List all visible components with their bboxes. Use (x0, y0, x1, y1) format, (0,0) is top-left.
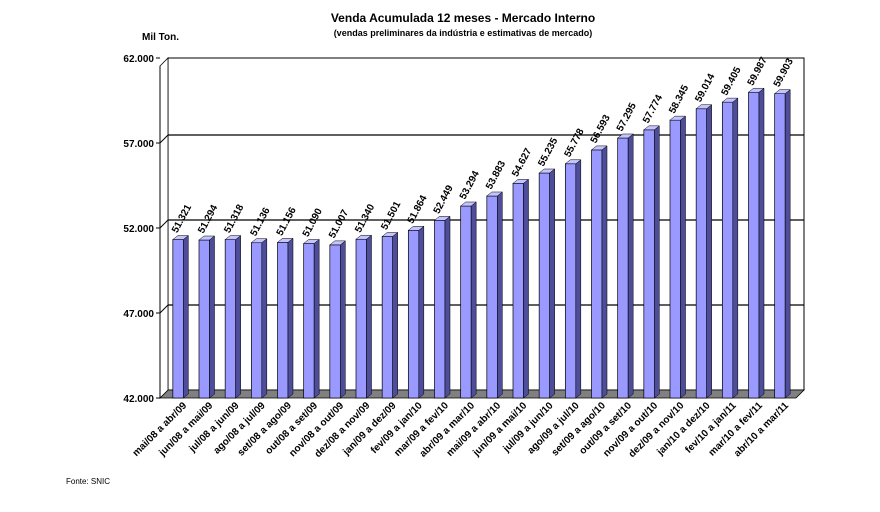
bar (669, 115, 687, 399)
grid-line-side (159, 134, 169, 144)
bar (747, 87, 765, 399)
bar (643, 125, 661, 399)
bar (538, 168, 556, 399)
bar (407, 225, 425, 399)
bar (590, 145, 608, 399)
y-tick-label: 42.000 (123, 394, 154, 405)
bar (512, 178, 530, 399)
bar (459, 201, 477, 399)
grid-line-side (159, 219, 169, 229)
bar (250, 238, 268, 399)
y-tick-label: 47.000 (123, 309, 154, 320)
y-axis: 42.000 47.000 52.000 57.000 62.000 (123, 54, 161, 405)
bar (224, 235, 242, 399)
y-axis-label: Mil Ton. (142, 32, 179, 43)
bar (695, 104, 713, 399)
bar (198, 235, 216, 399)
bar (486, 191, 504, 399)
grid-line-side (159, 304, 169, 314)
bars (172, 87, 791, 399)
y-tick-label: 52.000 (123, 224, 154, 235)
y-tick-label: 57.000 (123, 139, 154, 150)
bar (381, 231, 399, 399)
bar (302, 238, 320, 399)
side-wall (159, 57, 169, 399)
bar (564, 159, 582, 399)
bar (329, 240, 347, 399)
bar (773, 89, 791, 399)
bar (721, 97, 739, 399)
bar (355, 234, 373, 399)
bar (172, 235, 190, 399)
chart-subtitle: (vendas preliminares da indústria e esti… (334, 28, 593, 38)
y-tick-label: 62.000 (123, 54, 154, 65)
source-note: Fonte: SNIC (66, 477, 110, 486)
bar (616, 133, 634, 399)
chart-title: Venda Acumulada 12 meses - Mercado Inter… (331, 11, 595, 25)
bar (276, 237, 294, 399)
bar (433, 215, 451, 399)
